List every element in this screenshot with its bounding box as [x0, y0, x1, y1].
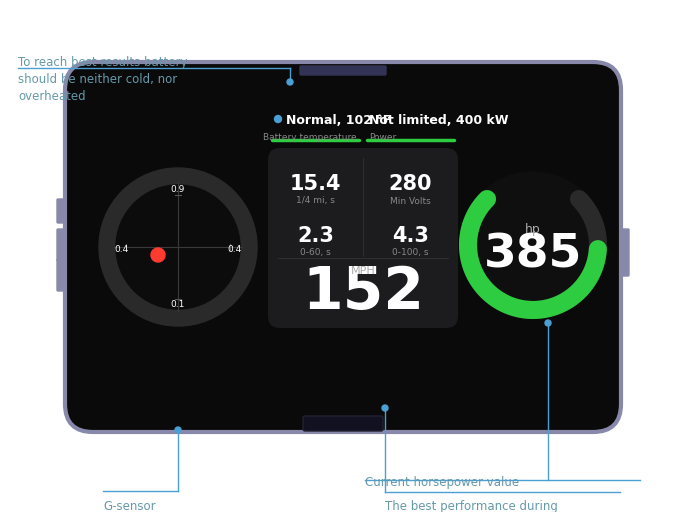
Circle shape	[460, 172, 606, 318]
FancyBboxPatch shape	[621, 229, 629, 276]
Circle shape	[287, 79, 293, 85]
FancyBboxPatch shape	[303, 416, 383, 431]
FancyBboxPatch shape	[57, 199, 65, 223]
Circle shape	[116, 185, 240, 309]
Text: 0.4: 0.4	[114, 245, 128, 253]
Text: 280: 280	[389, 174, 432, 194]
Text: hp: hp	[525, 223, 541, 236]
Text: 4.3: 4.3	[392, 226, 429, 246]
Circle shape	[382, 405, 388, 411]
Text: Current horsepower value: Current horsepower value	[365, 476, 519, 489]
Circle shape	[545, 320, 551, 326]
Text: Normal, 102 °F: Normal, 102 °F	[286, 115, 391, 127]
FancyBboxPatch shape	[57, 259, 65, 291]
Text: 385: 385	[484, 232, 582, 278]
Text: 152: 152	[302, 265, 424, 322]
FancyBboxPatch shape	[57, 229, 65, 261]
Circle shape	[274, 116, 281, 122]
FancyBboxPatch shape	[268, 148, 458, 328]
Text: 0.9: 0.9	[171, 185, 185, 194]
Circle shape	[175, 427, 181, 433]
Text: 0-60, s: 0-60, s	[300, 248, 331, 258]
Text: To reach best results battery
should be neither cold, nor
overheated: To reach best results battery should be …	[18, 56, 187, 103]
Text: 0-100, s: 0-100, s	[392, 248, 429, 258]
FancyBboxPatch shape	[65, 62, 621, 432]
Text: Min Volts: Min Volts	[390, 197, 431, 205]
Text: 2.3: 2.3	[297, 226, 334, 246]
Circle shape	[151, 248, 165, 262]
Text: Power: Power	[369, 133, 397, 142]
Text: 0.4: 0.4	[228, 245, 242, 253]
Text: MPH: MPH	[351, 266, 375, 276]
Text: 15.4: 15.4	[289, 174, 341, 194]
Text: 0.1: 0.1	[171, 300, 185, 309]
FancyBboxPatch shape	[300, 66, 386, 75]
Text: Battery temperature: Battery temperature	[263, 133, 357, 142]
Text: 1/4 mi, s: 1/4 mi, s	[296, 197, 335, 205]
Text: The best performance during
your current trip: The best performance during your current…	[385, 500, 558, 512]
Circle shape	[100, 169, 256, 325]
Text: G-sensor: G-sensor	[103, 500, 156, 512]
Text: Not limited, 400 kW: Not limited, 400 kW	[369, 115, 508, 127]
